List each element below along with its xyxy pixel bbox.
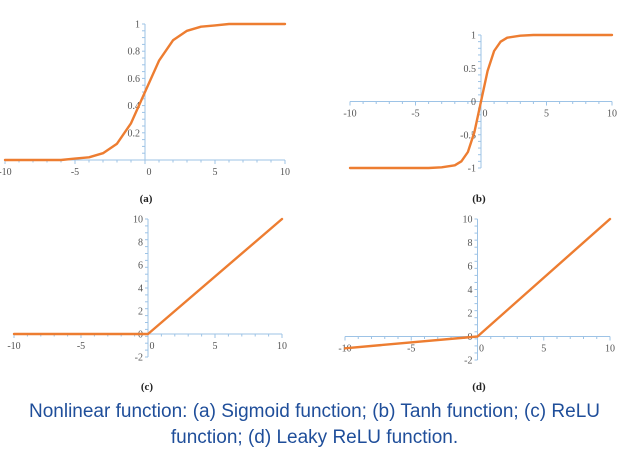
y-tick-label: 0.2 (128, 128, 141, 139)
x-tick-label: -5 (71, 167, 79, 178)
y-tick-label: 4 (138, 284, 143, 295)
y-tick-label: 0.4 (128, 101, 141, 112)
panel-label: (a) (140, 193, 153, 205)
x-tick-label: 10 (605, 344, 615, 355)
x-tick-label: 5 (541, 344, 546, 355)
y-tick-label: 10 (133, 215, 143, 226)
y-tick-label: 6 (138, 261, 143, 272)
x-tick-label: 5 (544, 109, 549, 120)
y-tick-label: 0.5 (464, 64, 477, 75)
series-line (348, 33, 614, 170)
y-tick-label: -0.5 (460, 130, 476, 141)
y-tick-label: -2 (135, 353, 143, 364)
x-tick-label: 5 (213, 167, 218, 178)
y-tick-label: 4 (468, 285, 473, 296)
y-tick-label: 0 (471, 97, 476, 108)
y-tick-label: 0.8 (128, 47, 141, 58)
y-tick-label: 2 (468, 309, 473, 320)
caption-line-1: Nonlinear function: (a) Sigmoid function… (29, 401, 600, 422)
caption-line-2: function; (d) Leaky ReLU function. (170, 427, 459, 448)
y-tick-label: 1 (135, 20, 140, 31)
x-tick-label: -5 (77, 341, 85, 352)
x-tick-label: 0 (150, 341, 155, 352)
series-line (3, 22, 287, 162)
y-tick-label: 1 (471, 31, 476, 42)
panel-sigmoid: -10 -5 0 5 10 0.2 0.4 0.6 0.8 1 (a) (0, 20, 290, 206)
y-tick-label: -2 (464, 356, 472, 367)
series-line (343, 217, 612, 350)
x-tick-label: 10 (277, 341, 287, 352)
x-tick-label: -10 (7, 341, 20, 352)
y-tick-label: 0.6 (128, 74, 141, 85)
x-tick-label: 0 (479, 344, 484, 355)
x-tick-label: -5 (411, 109, 419, 120)
y-tick-label: 10 (463, 215, 473, 226)
y-tick-label: 8 (138, 238, 143, 249)
y-tick-label: 8 (468, 238, 473, 249)
panel-label: (b) (472, 193, 486, 205)
x-tick-label: 10 (280, 167, 290, 178)
x-tick-label: 0 (483, 109, 488, 120)
x-tick-label: -5 (407, 344, 415, 355)
x-tick-label: 10 (607, 109, 617, 120)
x-tick-label: -10 (343, 109, 356, 120)
x-tick-label: 0 (147, 167, 152, 178)
y-tick-label: 2 (138, 307, 143, 318)
panel-label: (c) (141, 381, 154, 393)
y-tick-label: 6 (468, 262, 473, 273)
y-tick-label: -1 (468, 164, 476, 175)
x-tick-label: 5 (213, 341, 218, 352)
x-tick-label: -10 (0, 167, 12, 178)
series-line (12, 217, 284, 336)
panel-label: (d) (472, 381, 486, 393)
panel-tanh: -10 -5 0 5 10 -1 -0.5 0 0.5 1 (b) (343, 31, 617, 206)
